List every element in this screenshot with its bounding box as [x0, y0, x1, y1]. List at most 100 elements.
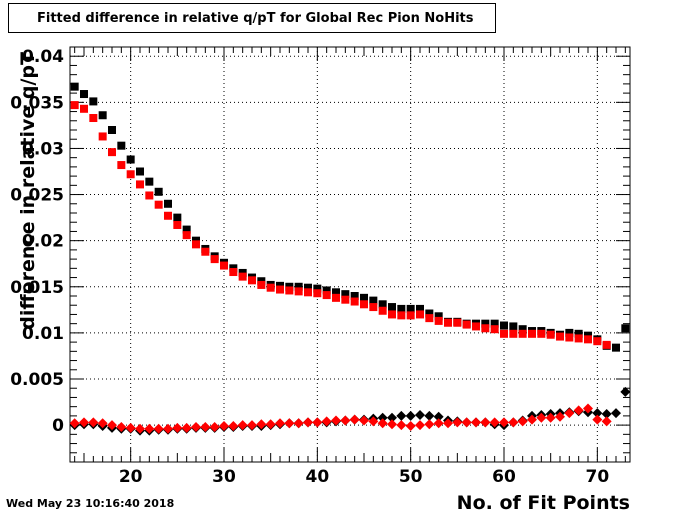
series-4-point	[88, 417, 99, 428]
series-2-point	[145, 191, 154, 200]
series-2-point	[406, 311, 415, 320]
series-4-point	[349, 414, 360, 425]
series-3-point	[424, 410, 435, 421]
series-4-point	[527, 414, 537, 425]
series-2-point	[201, 247, 210, 256]
series-4-point	[377, 418, 388, 429]
series-3-point	[405, 410, 416, 421]
series-4-point	[200, 421, 211, 432]
x-axis-title: No. of Fit Points	[457, 492, 630, 514]
series-3-point	[396, 410, 407, 421]
series-4-point	[564, 408, 575, 419]
series-2-point	[453, 318, 462, 327]
series-2-point	[304, 288, 312, 297]
y-tick-label: 0.035	[10, 93, 64, 113]
x-tick-label: 60	[492, 467, 516, 487]
series-2-point	[434, 316, 443, 325]
series-4-point	[583, 403, 593, 414]
series-4-point	[116, 421, 127, 432]
series-2-point	[276, 285, 284, 294]
series-4-point	[536, 412, 547, 423]
series-2-point	[518, 329, 527, 338]
series-2-point	[98, 132, 107, 141]
series-3-point	[601, 409, 612, 420]
series-1-point	[145, 177, 154, 186]
series-4-point	[125, 422, 136, 433]
series-2-point	[108, 148, 116, 157]
series-2-point	[490, 325, 499, 334]
series-1-point	[126, 155, 135, 164]
series-2-point	[397, 311, 406, 320]
series-2-point	[378, 306, 387, 315]
series-2-point	[266, 283, 275, 292]
series-2-point	[192, 240, 200, 249]
y-tick-label: 0.005	[10, 370, 64, 390]
series-4-point	[555, 411, 565, 422]
series-3-point	[433, 411, 444, 422]
series-4-point	[79, 417, 89, 428]
series-2-point	[164, 211, 172, 220]
series-2-point	[229, 268, 238, 277]
series-1-point	[518, 325, 527, 334]
timestamp: Wed May 23 10:16:40 2018	[6, 497, 175, 510]
series-4-point	[247, 420, 257, 431]
series-4-point	[443, 418, 453, 429]
series-4-point	[256, 419, 267, 430]
series-4-point	[517, 416, 528, 427]
series-2-point	[444, 318, 452, 327]
series-2-point	[565, 333, 574, 342]
series-2-point	[537, 329, 546, 338]
series-4-point	[181, 422, 192, 433]
series-2-point	[509, 329, 518, 338]
series-4-point	[275, 418, 285, 429]
series-3-point	[611, 408, 621, 419]
series-4-point	[312, 417, 323, 428]
series-2-point	[173, 220, 182, 229]
series-1-point	[378, 300, 387, 309]
series-2-point	[528, 329, 536, 338]
series-2-point	[341, 295, 350, 304]
series-2-point	[388, 310, 396, 319]
series-4-point	[499, 417, 509, 428]
series-4-point	[163, 423, 173, 434]
series-1-point	[322, 286, 331, 295]
series-4-point	[508, 417, 519, 428]
series-4-point	[601, 416, 612, 427]
series-1-point	[173, 213, 182, 222]
series-1-point	[182, 225, 191, 234]
series-2-point	[369, 303, 378, 312]
series-1-point	[388, 303, 396, 312]
chart-title: Fitted difference in relative q/pT for G…	[8, 3, 496, 33]
series-3-point	[387, 412, 397, 423]
x-tick-label: 30	[212, 467, 236, 487]
series-4-point	[209, 421, 220, 432]
series-4-point	[153, 423, 164, 434]
series-1-point	[481, 319, 490, 328]
series-1-point	[89, 97, 98, 106]
series-1-point	[500, 321, 508, 330]
plot-frame	[69, 46, 631, 463]
series-1-point	[369, 296, 378, 305]
series-4-point	[303, 417, 313, 428]
series-4-point	[396, 420, 407, 431]
series-1-point	[117, 141, 126, 150]
y-tick-label: 0.02	[22, 232, 64, 252]
series-4-point	[284, 418, 295, 429]
series-2-point	[500, 329, 508, 338]
series-4-point	[172, 422, 183, 433]
series-2-point	[154, 200, 163, 209]
series-1-point	[294, 282, 303, 291]
series-4-point	[144, 423, 155, 434]
series-4-point	[340, 415, 351, 426]
series-1-point	[350, 292, 359, 300]
series-1-point	[490, 319, 499, 328]
series-1-point	[397, 304, 406, 313]
series-2-point	[257, 280, 266, 289]
series-2-point	[593, 337, 602, 346]
series-4-point	[219, 421, 229, 432]
series-4-point	[321, 416, 332, 427]
series-4-point	[293, 418, 304, 429]
series-2-point	[556, 332, 564, 341]
series-4-point	[573, 405, 584, 416]
